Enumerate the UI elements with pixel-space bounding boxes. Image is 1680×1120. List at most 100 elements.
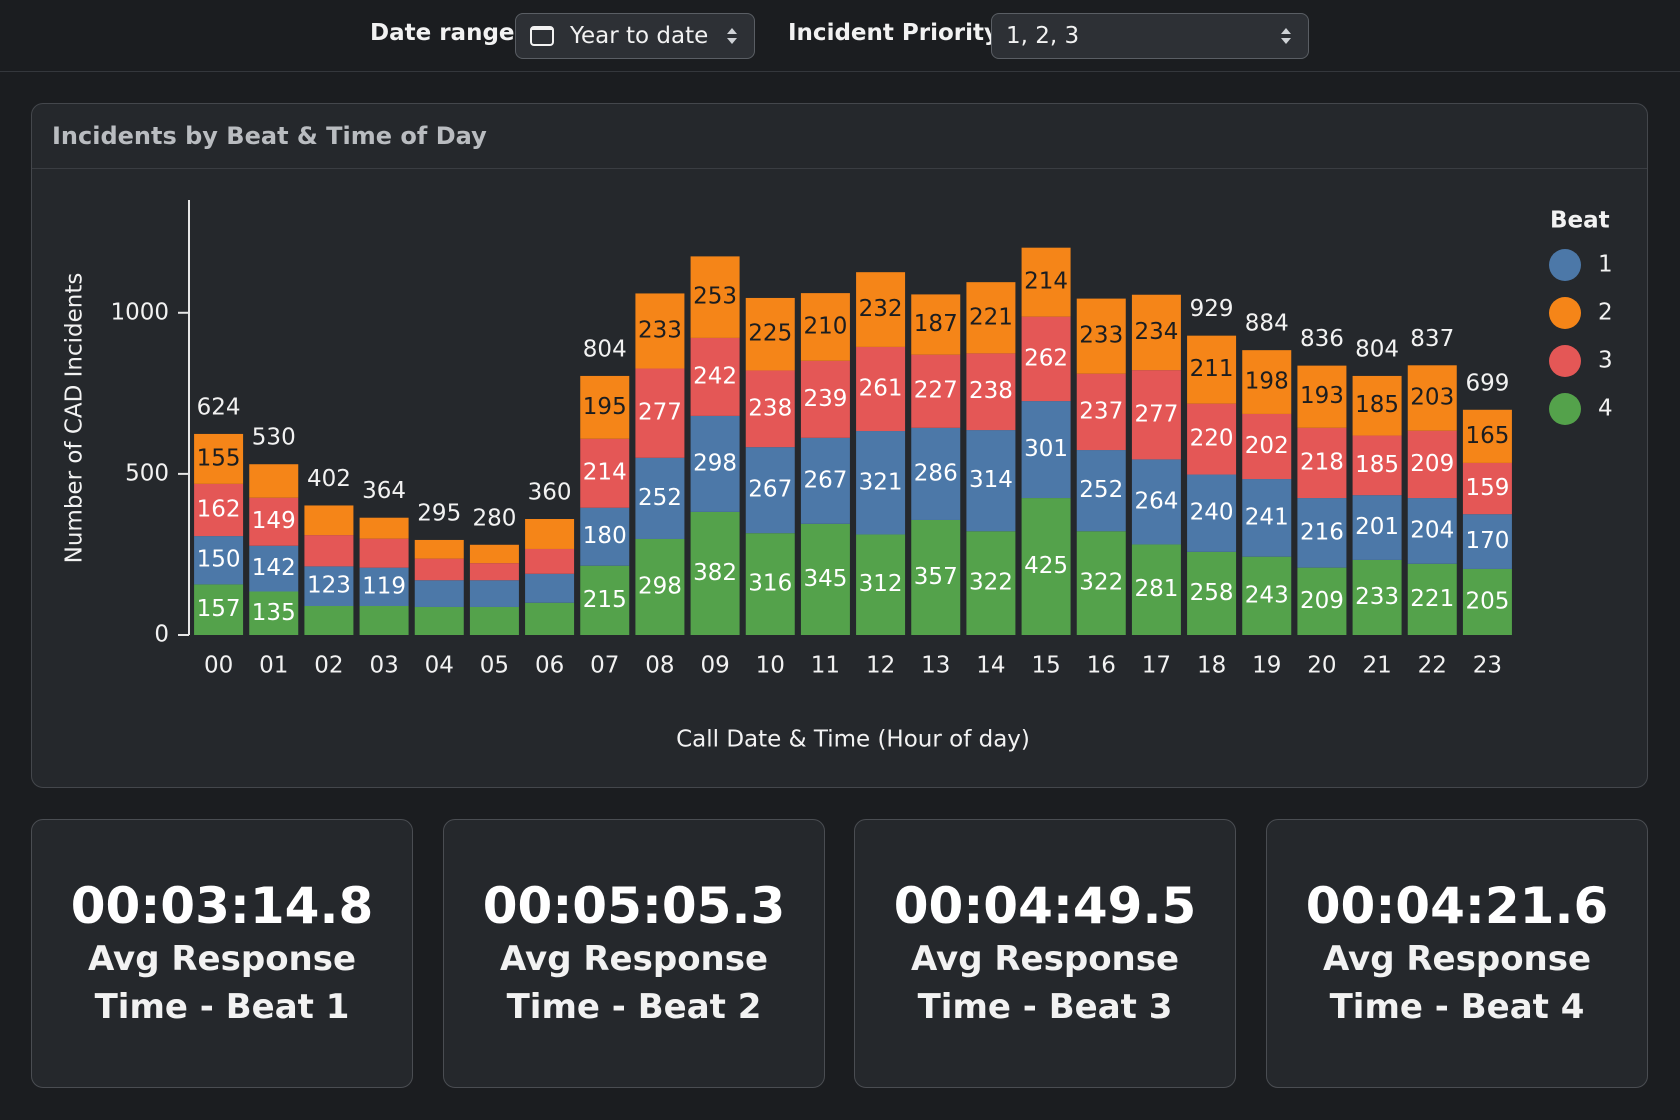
x-tick-label: 10 <box>756 653 785 679</box>
bar-segment <box>249 591 299 635</box>
x-axis-title: Call Date & Time (Hour of day) <box>676 727 1030 753</box>
bar-segment <box>1352 435 1402 496</box>
segment-label: 150 <box>197 547 241 573</box>
segment-label: 198 <box>1245 369 1289 395</box>
bar-segment <box>1131 459 1181 545</box>
y-axis-title: Number of CAD Incidents <box>62 273 88 564</box>
bar-segment <box>800 360 850 438</box>
segment-label: 238 <box>748 395 792 421</box>
legend-title: Beat <box>1550 208 1610 234</box>
segment-label: 314 <box>969 467 1013 493</box>
segment-label: 205 <box>1465 588 1509 614</box>
segment-label: 180 <box>583 523 627 549</box>
segment-label: 155 <box>197 445 241 471</box>
x-tick-label: 04 <box>425 653 454 679</box>
x-tick-label: 23 <box>1473 653 1502 679</box>
segment-label: 242 <box>693 363 737 389</box>
metric-card: 00:03:14.8 Avg Response Time - Beat 1 <box>31 819 413 1088</box>
segment-label: 233 <box>1355 584 1399 610</box>
x-tick-label: 05 <box>480 653 509 679</box>
metric-value: 00:05:05.3 <box>482 876 786 935</box>
bar-segment <box>414 558 464 581</box>
bar-segment <box>635 293 685 369</box>
bar-segment <box>580 375 630 439</box>
x-tick-label: 02 <box>314 653 343 679</box>
segment-label: 322 <box>1079 570 1123 596</box>
bar-segment <box>1352 559 1402 635</box>
priority-select[interactable]: 1, 2, 3 <box>991 13 1309 59</box>
segment-label: 135 <box>252 600 296 626</box>
segment-label: 123 <box>307 573 351 599</box>
bar-segment <box>525 573 575 603</box>
segment-label: 321 <box>859 469 903 495</box>
legend-label: 4 <box>1598 396 1613 422</box>
bar-segment <box>1352 375 1402 436</box>
bar-segment <box>525 602 575 635</box>
segment-label: 238 <box>969 378 1013 404</box>
bar-segment <box>1021 247 1071 317</box>
total-label: 360 <box>528 480 572 506</box>
bar-segment <box>359 517 409 539</box>
bar-segment <box>966 430 1016 532</box>
total-label: 624 <box>197 394 241 420</box>
segment-label: 316 <box>748 571 792 597</box>
select-value: 1, 2, 3 <box>1006 23 1080 49</box>
segment-label: 277 <box>638 400 682 426</box>
bar-segment <box>911 294 961 355</box>
bar-segment <box>1131 294 1181 371</box>
metric-label: Avg Response Time - Beat 3 <box>910 938 1180 1027</box>
total-label: 884 <box>1245 311 1289 337</box>
metric-value: 00:04:49.5 <box>893 876 1197 935</box>
bar-segment <box>1407 563 1457 635</box>
legend-label: 3 <box>1598 348 1613 374</box>
bar-segment <box>580 507 630 566</box>
bar-segment <box>304 505 354 536</box>
legend-swatch <box>1549 297 1581 329</box>
bar-segment <box>1076 531 1126 635</box>
date-range-select[interactable]: Year to date <box>515 13 755 59</box>
segment-label: 221 <box>1410 586 1454 612</box>
bar-segment <box>800 437 850 524</box>
bar-segment <box>856 346 906 432</box>
x-tick-label: 21 <box>1362 653 1391 679</box>
bar-segment <box>414 606 464 635</box>
segment-label: 221 <box>969 304 1013 330</box>
bar-segment <box>304 606 354 635</box>
bar-segment <box>1021 401 1071 499</box>
bar-segment <box>1462 568 1512 635</box>
x-tick-label: 20 <box>1307 653 1336 679</box>
segment-label: 214 <box>583 460 627 486</box>
y-tick-label: 1000 <box>110 299 169 325</box>
bar-segment <box>1297 365 1347 428</box>
segment-label: 301 <box>1024 436 1068 462</box>
total-label: 837 <box>1410 326 1454 352</box>
segment-label: 149 <box>252 508 296 534</box>
select-value: Year to date <box>570 23 709 49</box>
segment-label: 204 <box>1410 517 1454 543</box>
bar-segment <box>1297 567 1347 635</box>
bar-segment <box>1021 498 1071 635</box>
segment-label: 157 <box>197 596 241 622</box>
metric-card: 00:04:49.5 Avg Response Time - Beat 3 <box>854 819 1236 1088</box>
x-tick-label: 06 <box>535 653 564 679</box>
bar-segment <box>1297 427 1347 499</box>
bar-segment <box>304 566 354 606</box>
segment-label: 233 <box>1079 323 1123 349</box>
segment-label: 298 <box>693 450 737 476</box>
x-tick-label: 18 <box>1197 653 1226 679</box>
x-tick-label: 01 <box>259 653 288 679</box>
bar-segment <box>690 256 740 338</box>
bar-segment <box>469 563 519 581</box>
bar-segment <box>1297 498 1347 568</box>
total-label: 836 <box>1300 326 1344 352</box>
bar-segment <box>966 531 1016 635</box>
divider <box>32 168 1647 169</box>
segment-label: 322 <box>969 570 1013 596</box>
bar-segment <box>1076 373 1126 451</box>
bar-segment <box>194 433 244 484</box>
total-label: 699 <box>1465 370 1509 396</box>
segment-label: 234 <box>1134 319 1178 345</box>
segment-label: 253 <box>693 284 737 310</box>
